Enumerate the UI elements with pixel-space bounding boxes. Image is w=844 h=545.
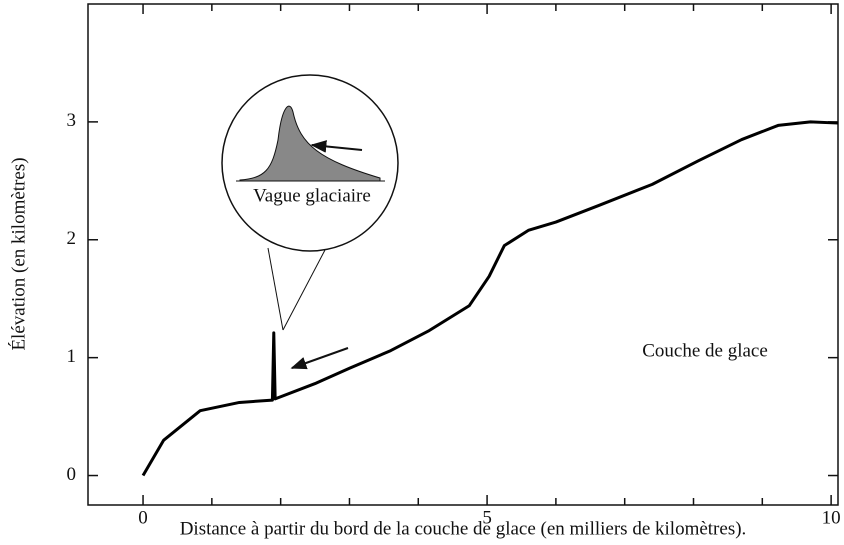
x-tick-label: 5	[482, 507, 492, 528]
leader	[267, 247, 284, 331]
surge-shape	[239, 105, 381, 182]
x-tick-label: 0	[138, 507, 148, 528]
arrow	[310, 140, 363, 153]
plot-frame	[87, 3, 839, 506]
y-axis-label: Élévation (en kilomètres)	[7, 157, 29, 350]
ice-profile	[141, 120, 839, 477]
inset: Vague glaciaire	[221, 74, 399, 331]
x-axis-label: Distance à partir du bord de la couche d…	[180, 518, 747, 539]
leader	[282, 249, 326, 331]
arrow	[290, 347, 349, 370]
y-tick-label: 0	[67, 464, 77, 485]
y-tick-label: 1	[67, 346, 77, 367]
y-tick-label: 2	[67, 228, 77, 249]
annotation: Couche de glace	[642, 340, 768, 361]
x-tick-label: 10	[822, 507, 841, 528]
annotation: Vague glaciaire	[253, 185, 371, 206]
y-tick-label: 3	[67, 110, 77, 131]
